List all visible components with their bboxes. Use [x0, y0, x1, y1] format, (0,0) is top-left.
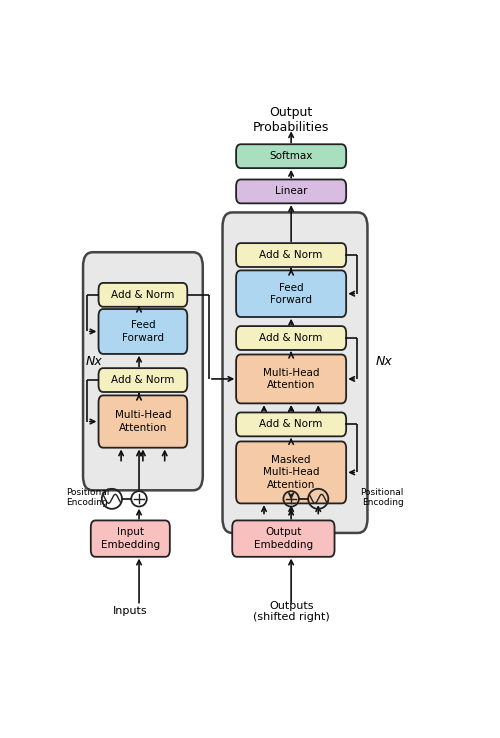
Text: Linear: Linear: [275, 187, 308, 196]
Text: Add & Norm: Add & Norm: [260, 250, 323, 260]
Text: Add & Norm: Add & Norm: [260, 419, 323, 430]
Text: Output
Probabilities: Output Probabilities: [253, 106, 330, 134]
FancyBboxPatch shape: [236, 144, 346, 168]
FancyBboxPatch shape: [91, 520, 170, 556]
Text: Feed
Forward: Feed Forward: [122, 320, 164, 342]
Text: Softmax: Softmax: [270, 151, 313, 161]
Text: Multi-Head
Attention: Multi-Head Attention: [114, 410, 171, 432]
Text: Add & Norm: Add & Norm: [260, 333, 323, 343]
FancyBboxPatch shape: [98, 396, 188, 448]
Text: Nx: Nx: [376, 355, 392, 368]
FancyBboxPatch shape: [236, 441, 346, 503]
Text: Outputs
(shifted right): Outputs (shifted right): [253, 601, 330, 622]
FancyBboxPatch shape: [98, 283, 188, 307]
FancyBboxPatch shape: [236, 326, 346, 350]
Text: Output
Embedding: Output Embedding: [254, 528, 313, 550]
FancyBboxPatch shape: [232, 520, 334, 556]
FancyBboxPatch shape: [236, 270, 346, 317]
FancyBboxPatch shape: [83, 252, 203, 490]
Text: Add & Norm: Add & Norm: [111, 290, 174, 300]
Text: Nx: Nx: [86, 355, 102, 368]
Text: Inputs: Inputs: [113, 607, 148, 616]
FancyBboxPatch shape: [222, 213, 368, 533]
FancyBboxPatch shape: [236, 413, 346, 436]
Text: Multi-Head
Attention: Multi-Head Attention: [263, 368, 320, 390]
Text: Feed
Forward: Feed Forward: [270, 283, 312, 305]
FancyBboxPatch shape: [236, 243, 346, 267]
Text: Positional
Encoding: Positional Encoding: [360, 488, 404, 508]
Text: Positional
Encoding: Positional Encoding: [66, 488, 110, 508]
FancyBboxPatch shape: [98, 368, 188, 392]
FancyBboxPatch shape: [236, 179, 346, 204]
Text: Input
Embedding: Input Embedding: [101, 528, 160, 550]
FancyBboxPatch shape: [98, 309, 188, 354]
Text: Add & Norm: Add & Norm: [111, 375, 174, 385]
Text: Masked
Multi-Head
Attention: Masked Multi-Head Attention: [263, 455, 320, 490]
FancyBboxPatch shape: [236, 354, 346, 404]
